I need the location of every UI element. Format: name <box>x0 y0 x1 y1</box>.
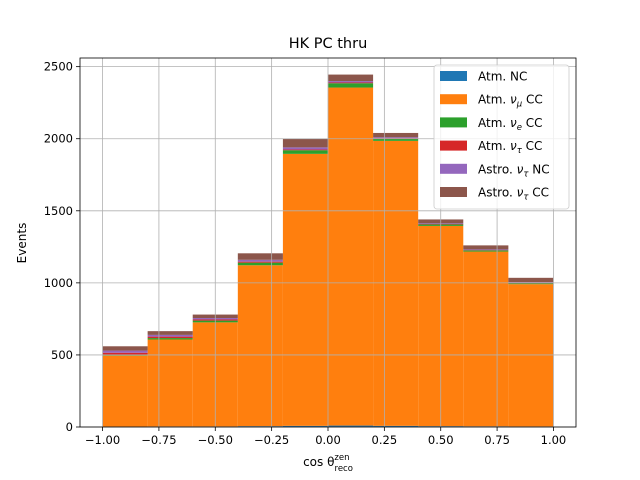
bar-segment-series-4-bin-4 <box>282 147 328 150</box>
bar-segment-series-0-bin-5 <box>328 425 374 427</box>
bar-segment-series-1-bin-5 <box>328 87 374 426</box>
chart-title: HK PC thru <box>289 36 368 52</box>
y-tick-label-0: 0 <box>66 420 73 434</box>
x-axis-label-sub: reco <box>335 464 353 474</box>
bar-segment-series-0-bin-4 <box>282 425 328 427</box>
bar-segment-series-2-bin-4 <box>282 150 328 154</box>
bar-segment-series-5-bin-4 <box>282 138 328 148</box>
bar-segment-series-3-bin-4 <box>282 149 328 151</box>
legend-label-0: Atm. NC <box>478 70 527 84</box>
bar-segment-series-4-bin-8 <box>463 249 509 251</box>
bar-segment-series-2-bin-5 <box>328 83 374 88</box>
x-tick-label-2: −0.50 <box>198 433 233 447</box>
x-axis-label: cos θzen reco <box>303 453 353 474</box>
y-tick-label-5: 2500 <box>44 60 73 74</box>
bar-segment-series-1-bin-6 <box>373 140 419 426</box>
legend-label-3: Atm. ντ CC <box>478 139 542 156</box>
bar-segment-series-1-bin-4 <box>282 153 328 426</box>
bar-segment-series-1-bin-0 <box>102 355 148 427</box>
bar-segment-series-4-bin-6 <box>373 137 419 139</box>
y-tick-label-2: 1000 <box>44 276 73 290</box>
bar-segment-series-4-bin-3 <box>237 259 283 262</box>
legend-frame <box>433 64 570 210</box>
y-axis-label: Events <box>15 223 29 264</box>
bar-segment-series-2-bin-9 <box>508 283 554 285</box>
x-tick-label-4: 0.00 <box>315 433 341 447</box>
x-axis-label-main: cos θ <box>303 455 334 469</box>
legend-label-1: Atm. νμ CC <box>478 93 543 110</box>
bar-segment-series-3-bin-0 <box>102 352 148 355</box>
bar-segment-series-5-bin-0 <box>102 346 148 351</box>
legend-swatch-3 <box>440 140 467 151</box>
x-tick-label-7: 0.75 <box>484 433 510 447</box>
bar-segment-series-4-bin-0 <box>102 350 148 353</box>
bar-segment-series-5-bin-9 <box>508 277 554 283</box>
x-tick-label-5: 0.25 <box>372 433 398 447</box>
bar-segment-series-0-bin-6 <box>373 425 419 427</box>
y-tick-label-1: 500 <box>51 348 73 362</box>
bar-segment-series-5-bin-6 <box>373 132 419 138</box>
bar-segment-series-1-bin-1 <box>147 339 193 427</box>
legend-swatch-5 <box>440 187 467 197</box>
bar-segment-series-4-bin-5 <box>328 81 374 83</box>
bar-segment-series-2-bin-3 <box>237 262 283 266</box>
y-axis-ticks: 0 500 1000 1500 2000 2500 <box>44 60 80 434</box>
bar-segment-series-5-bin-3 <box>237 253 283 260</box>
legend-label-2: Atm. νe CC <box>478 116 543 133</box>
bar-segment-series-1-bin-8 <box>463 251 509 427</box>
bar-segment-series-0-bin-3 <box>237 426 283 427</box>
x-axis-ticks: −1.00 −0.75 −0.50 −0.25 0.00 0.25 0.50 0.75 1.00 <box>85 427 566 447</box>
x-tick-label-1: −0.75 <box>141 433 176 447</box>
bar-segment-series-3-bin-1 <box>147 336 193 339</box>
bar-segment-series-4-bin-1 <box>147 334 193 337</box>
x-tick-label-3: −0.25 <box>254 433 289 447</box>
legend-swatch-4 <box>440 163 467 174</box>
bar-segment-series-5-bin-5 <box>328 74 374 82</box>
y-tick-label-3: 1500 <box>44 204 73 218</box>
bar-segment-series-2-bin-1 <box>147 338 193 340</box>
x-tick-label-8: 1.00 <box>541 433 567 447</box>
bar-segment-series-2-bin-6 <box>373 138 419 141</box>
legend: Atm. NC Atm. νμ CC Atm. νe CC Atm. ντ CC Ast… <box>433 64 570 210</box>
legend-swatch-0 <box>440 71 467 81</box>
bar-segment-series-3-bin-3 <box>237 261 283 263</box>
x-tick-label-6: 0.50 <box>428 433 454 447</box>
bar-segment-series-5-bin-1 <box>147 331 193 335</box>
bar-segment-series-3-bin-5 <box>328 82 374 84</box>
legend-label-5: Astro. ντ CC <box>478 186 549 203</box>
legend-swatch-2 <box>440 117 467 128</box>
y-tick-label-4: 2000 <box>44 132 73 146</box>
legend-swatch-1 <box>440 94 467 105</box>
bar-segment-series-5-bin-8 <box>463 245 509 250</box>
bar-segment-series-1-bin-3 <box>237 265 283 427</box>
x-tick-label-0: −1.00 <box>85 433 120 447</box>
legend-label-4: Astro. ντ NC <box>478 162 550 179</box>
bar-segment-series-2-bin-8 <box>463 250 509 252</box>
x-axis-label-sup: zen <box>334 453 349 463</box>
